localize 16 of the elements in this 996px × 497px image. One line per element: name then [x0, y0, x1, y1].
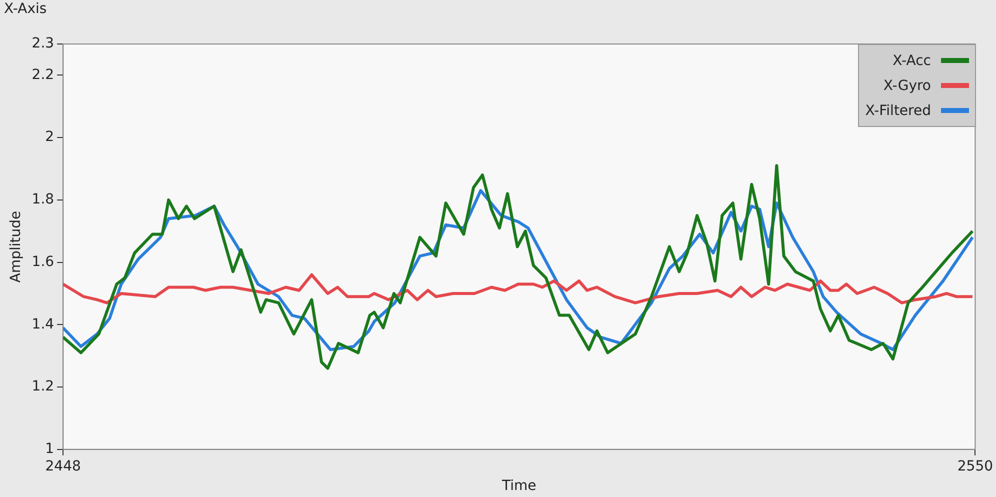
x-axis-title: Time — [500, 478, 536, 494]
y-tick-label: 1.2 — [32, 378, 54, 395]
y-tick-label: 1.8 — [32, 192, 54, 208]
x-tick-label: 2448 — [45, 458, 81, 474]
legend-label: X-Acc — [892, 52, 931, 68]
legend-label: X-Filtered — [865, 102, 931, 118]
chart-title: X-Axis — [4, 1, 47, 17]
y-tick-label: 2.3 — [32, 36, 54, 52]
x-tick-label: 2550 — [957, 458, 994, 474]
y-tick-label: 1.6 — [32, 254, 54, 270]
y-axis-title: Amplitude — [8, 210, 24, 283]
y-tick-label: 1 — [45, 441, 54, 458]
legend-label: X-Gyro — [883, 78, 931, 94]
y-tick-label: 2.2 — [32, 66, 54, 83]
y-tick-label: 2 — [45, 129, 54, 146]
y-tick-label: 1.4 — [32, 316, 54, 332]
